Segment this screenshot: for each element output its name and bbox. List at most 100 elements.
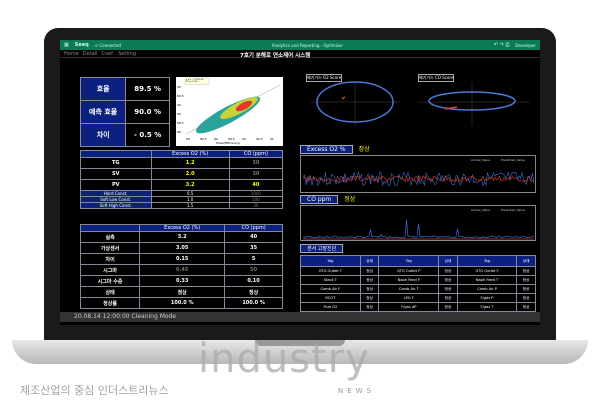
cell: 가상센서 <box>79 242 141 254</box>
legend-item: Actual_Value <box>471 158 490 162</box>
co-trend-panel: CO ppm 정상 Actual_Value Predicted_Value <box>300 186 536 241</box>
sensor-tag: Comb Air T <box>378 284 440 294</box>
o2-trend-panel: Excess O2 % 정상 Actual_Value Predicted_Valu… <box>300 136 536 193</box>
sensor-status: 정상 <box>516 266 536 276</box>
column-header: 상태 <box>516 255 536 267</box>
cell: 3.2 <box>139 231 226 243</box>
cell: 3.05 <box>139 242 226 254</box>
table-row: GTG Outlet T 정상 GTG Outlet P 정상 GTG Outlet F… <box>300 266 536 276</box>
cell: 35 <box>224 242 283 254</box>
toolbar-icons[interactable]: ↶ ↷ ⎙ <box>493 42 510 48</box>
column-header: 상태 <box>438 255 458 267</box>
nav-detail[interactable]: Detail <box>82 51 98 57</box>
header-o2: Excess O2 (%) <box>150 150 230 158</box>
sensor-tag: Flue O2 <box>300 302 361 312</box>
cell: 시그마 수준 <box>79 275 141 287</box>
watermark-sub: NEWS <box>338 387 376 395</box>
y-tick-label: 88.5 <box>177 121 184 125</box>
virtual-sensor-table: Excess O2 (%) CO (ppm) 실측 3.2 40 가상센서 3.05 35 차… <box>79 224 283 309</box>
co-state: 정상 <box>344 196 356 203</box>
nav-setting[interactable]: Setting <box>118 51 137 57</box>
sensor-tag: GTG Outlet T <box>300 266 361 276</box>
sensor-tag: LPG F <box>378 293 440 303</box>
header-co: CO (ppm) <box>224 224 283 232</box>
sensor-tag: F/gas ΔP <box>378 302 440 312</box>
table-row: 차이 0.15 5 <box>79 253 283 265</box>
sensor-title: 센서 고장진단 <box>300 244 344 253</box>
x-tick-label: 89.5 <box>228 136 235 141</box>
o2-state: 정상 <box>358 146 370 153</box>
screen: ▦ Seeq < Connected Analytics and Reporti… <box>60 40 540 325</box>
sensor-status: 정상 <box>438 275 458 285</box>
connection-status: < Connected <box>94 42 121 48</box>
y-tick-label: 89 <box>177 112 181 116</box>
cell: 0.33 <box>139 275 226 287</box>
cell: 0.15 <box>139 253 226 265</box>
sensor-status: 정상 <box>516 275 536 285</box>
sensor-status: 정상 <box>359 266 380 276</box>
scatter-legend: y = x - 1.007e-00 <box>186 78 204 81</box>
o2-trend-chart: Actual_Value Predicted_Value <box>300 155 536 193</box>
sensor-tag: GTG Outlet P <box>378 266 440 276</box>
nav-home[interactable]: Home <box>64 51 79 57</box>
sensor-status: 정상 <box>438 293 458 303</box>
value: 90.0 % <box>125 100 170 124</box>
table-row: 상태 정상 정상 <box>79 286 283 298</box>
setpoint-table: Excess O2 (%) CO (ppm) TG 1.2 30 SV 2.0 30 PV… <box>80 150 284 209</box>
sensor-tag: Stack T <box>300 275 361 285</box>
x-tick-label: 91 <box>270 136 274 141</box>
table-row: Soft High Const. 1.5 30 <box>80 202 284 209</box>
table-row: 차이 - 0.5 % <box>79 123 170 147</box>
value: 89.5 % <box>125 77 170 101</box>
table-row: PV 3.2 40 <box>80 179 284 191</box>
sensor-tag: Naph Feed F <box>378 275 440 285</box>
column-header: Tag <box>378 255 440 267</box>
cell: 상태 <box>79 286 141 298</box>
page-title: 7호기 분해로 연소제어 시스템 <box>240 53 311 59</box>
sensor-tag: Comb Air P <box>456 284 518 294</box>
o2-score-label: 배기가스 O2 Score <box>306 74 343 82</box>
cell: 0.45 <box>139 264 226 276</box>
y-tick-label: 89.5 <box>177 94 184 98</box>
watermark-korean: 제조산업의 중심 인더스트리뉴스 <box>20 384 169 397</box>
sensor-status: 정상 <box>359 302 380 312</box>
sensor-status: 정상 <box>516 293 536 303</box>
laptop-notch <box>255 340 345 346</box>
score-plots: 배기가스 O2 Score 배기가스 CO Score <box>300 74 536 130</box>
user-button[interactable]: Developer <box>515 42 536 48</box>
table-row: 시그마 0.45 50 <box>79 264 283 276</box>
sensor-status: 정상 <box>359 275 380 285</box>
legend-item: Predicted_Value <box>501 158 525 162</box>
sensor-status: 정상 <box>516 284 536 294</box>
sensor-tag: Naph Feed T <box>456 275 518 285</box>
column-header: Tag <box>456 255 518 267</box>
table-row: 시그마 수준 0.33 0.10 <box>79 275 283 287</box>
nav-coef[interactable]: Coef. <box>101 51 115 57</box>
sensor-status: 정상 <box>438 266 458 276</box>
cell: 차이 <box>79 253 141 265</box>
table-row: Comb Air F 정상 Comb Air T 정상 Comb Air P 정상 <box>300 284 536 294</box>
cell: 40 <box>224 231 283 243</box>
sensor-tag: RCOT <box>300 293 361 303</box>
sensor-status: 정상 <box>516 302 536 312</box>
table-row: 실측 3.2 40 <box>79 231 283 243</box>
logo: Seeq <box>74 42 89 48</box>
cell: 0.10 <box>224 275 283 287</box>
o2-score-plot <box>310 81 400 126</box>
cell: 50 <box>224 264 283 276</box>
table-row: Stack T 정상 Naph Feed F 정상 Naph Feed T 정상 <box>300 275 536 285</box>
sensor-tag: F/gas T <box>456 302 518 312</box>
label: 차이 <box>79 123 127 147</box>
sensor-tag: GTG Outlet F <box>456 266 518 276</box>
grid-icon[interactable]: ▦ <box>64 42 69 48</box>
label: 효율 <box>79 77 127 101</box>
x-tick-label: 89 <box>186 136 190 141</box>
legend-item: Actual_Value <box>471 208 490 212</box>
cell: 정상 <box>139 286 226 298</box>
header-o2: Excess O2 (%) <box>139 224 226 232</box>
cell: 정상 <box>224 286 283 298</box>
table-row: 가상센서 3.05 35 <box>79 242 283 254</box>
efficiency-scatter-plot: y = x - 1.007e-00 R2 = 0.976 Phad(Effici… <box>176 77 283 146</box>
sensor-status: 정상 <box>438 284 458 294</box>
table-row: 예측 효율 90.0 % <box>79 100 170 124</box>
